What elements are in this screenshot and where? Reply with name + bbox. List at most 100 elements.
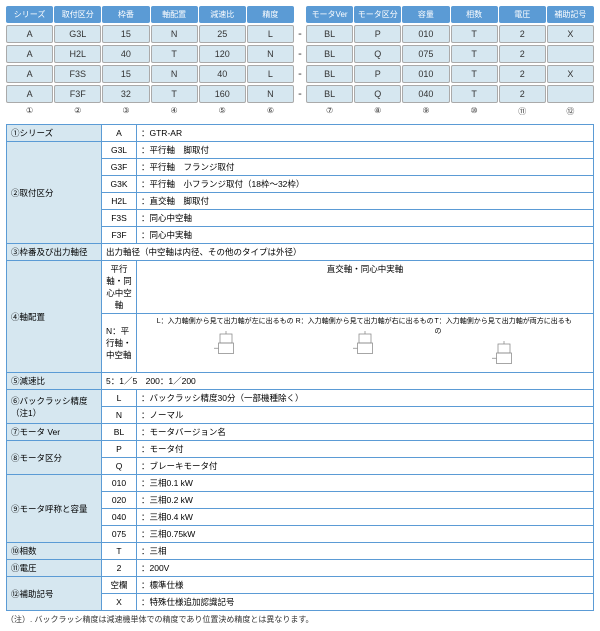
grid-cell: 2 [499, 85, 546, 103]
col-number: ② [54, 105, 101, 118]
spec-code: P [102, 441, 137, 458]
col-number: ④ [151, 105, 198, 118]
spec-code: G3F [102, 159, 137, 176]
grid-cell: 40 [199, 65, 246, 83]
spec-val: ：平行軸 フランジ取付 [137, 159, 594, 176]
grid-cell: N [151, 25, 198, 43]
diagram-row: L：入力軸側から見て出力軸が左に出るものR：入力軸側から見て出力軸が右に出るもの… [137, 314, 594, 373]
spec-code: H2L [102, 193, 137, 210]
spec-code: BL [102, 424, 137, 441]
grid-cell: BL [306, 85, 353, 103]
grid-cell: 075 [402, 45, 449, 63]
spec-code: A [102, 125, 137, 142]
grid-cell: A [6, 65, 53, 83]
spec-code: 2 [102, 560, 137, 577]
spec-label: ⑫補助記号 [7, 577, 102, 611]
grid-cell: F3F [54, 85, 101, 103]
spec-val: 5：1／5 200：1／200 [102, 373, 594, 390]
col-number: ⑪ [499, 105, 546, 118]
col-number: ⑥ [247, 105, 294, 118]
spec-code: 040 [102, 509, 137, 526]
grid-cell: A [6, 45, 53, 63]
footnote: （注）. バックラッシ精度は減速機単体での精度であり位置決め精度とは異なります。 [6, 614, 594, 625]
grid-cell: T [151, 85, 198, 103]
col-number: ⑧ [354, 105, 401, 118]
spec-val: ：200V [137, 560, 594, 577]
grid-cell: 160 [199, 85, 246, 103]
grid-cell: L [247, 65, 294, 83]
spec-label: ③枠番及び出力軸径 [7, 244, 102, 261]
spec-code: 020 [102, 492, 137, 509]
spec-val: ：三相0.4 kW [137, 509, 594, 526]
col-header: 電圧 [499, 6, 546, 23]
spec-val: ：GTR-AR [137, 125, 594, 142]
spec-code: 075 [102, 526, 137, 543]
spec-label: ④軸配置 [7, 261, 102, 373]
grid-cell: G3L [54, 25, 101, 43]
grid-cell: N [151, 65, 198, 83]
spec-label: ①シリーズ [7, 125, 102, 142]
spec-val: ：ブレーキモータ付 [137, 458, 594, 475]
grid-cell: BL [306, 45, 353, 63]
spec-val: 出力軸径（中空軸は内径、その他のタイプは外径） [102, 244, 594, 261]
grid-cell: BL [306, 25, 353, 43]
grid-cell: BL [306, 65, 353, 83]
grid-cell: N [247, 85, 294, 103]
spec-label: ⑧モータ区分 [7, 441, 102, 475]
grid-cell: T [151, 45, 198, 63]
grid-cell: F3S [54, 65, 101, 83]
spec-val: ：直交軸 脚取付 [137, 193, 594, 210]
spec-val: ：三相0.1 kW [137, 475, 594, 492]
spec-code: 空欄 [102, 577, 137, 594]
grid-cell: T [451, 85, 498, 103]
spec-code: T [102, 543, 137, 560]
grid-cell: 15 [102, 65, 149, 83]
col-number: ⑩ [451, 105, 498, 118]
spec-val: ：平行軸 脚取付 [137, 142, 594, 159]
sub-header: 平行軸・同心中空軸 [102, 261, 137, 314]
sub-header: 直交軸・同心中実軸 [137, 261, 594, 314]
col-header: 枠番 [102, 6, 149, 23]
grid-cell: 25 [199, 25, 246, 43]
grid-cell: 010 [402, 65, 449, 83]
spec-val: ：バックラッシ精度30分（一部機種除く） [137, 390, 594, 407]
grid-cell: 32 [102, 85, 149, 103]
col-header: 取付区分 [54, 6, 101, 23]
spec-label: ②取付区分 [7, 142, 102, 244]
grid-cell [547, 45, 594, 63]
grid-cell [547, 85, 594, 103]
col-header: モータVer [306, 6, 353, 23]
grid-cell: A [6, 85, 53, 103]
spec-label: ⑨モータ呼称と容量 [7, 475, 102, 543]
spec-code: Q [102, 458, 137, 475]
grid-cell: 2 [499, 45, 546, 63]
spec-code: G3L [102, 142, 137, 159]
grid-cell: 2 [499, 65, 546, 83]
spec-val: N：平行軸・中空軸 [102, 314, 137, 373]
col-header: シリーズ [6, 6, 53, 23]
grid-cell: T [451, 25, 498, 43]
grid-cell: X [547, 25, 594, 43]
grid-cell: 2 [499, 25, 546, 43]
spec-code: L [102, 390, 137, 407]
grid-cell: P [354, 25, 401, 43]
grid-cell: 120 [199, 45, 246, 63]
spec-val: ：モータバージョン名 [137, 424, 594, 441]
spec-val: ：三相 [137, 543, 594, 560]
grid-cell: H2L [54, 45, 101, 63]
grid-cell: Q [354, 85, 401, 103]
col-number: ③ [102, 105, 149, 118]
spec-val: ：ノーマル [137, 407, 594, 424]
spec-val: ：三相0.75kW [137, 526, 594, 543]
spec-label: ⑥バックラッシ精度（注1） [7, 390, 102, 424]
spec-val: ：平行軸 小フランジ取付（18枠～32枠） [137, 176, 594, 193]
spec-val: ：三相0.2 kW [137, 492, 594, 509]
spec-label: ⑦モータ Ver [7, 424, 102, 441]
spec-code: X [102, 594, 137, 611]
col-header: 軸配置 [151, 6, 198, 23]
grid-cell: X [547, 65, 594, 83]
spec-label: ⑤減速比 [7, 373, 102, 390]
spec-val: ：モータ付 [137, 441, 594, 458]
spec-code: F3F [102, 227, 137, 244]
grid-cell: L [247, 25, 294, 43]
